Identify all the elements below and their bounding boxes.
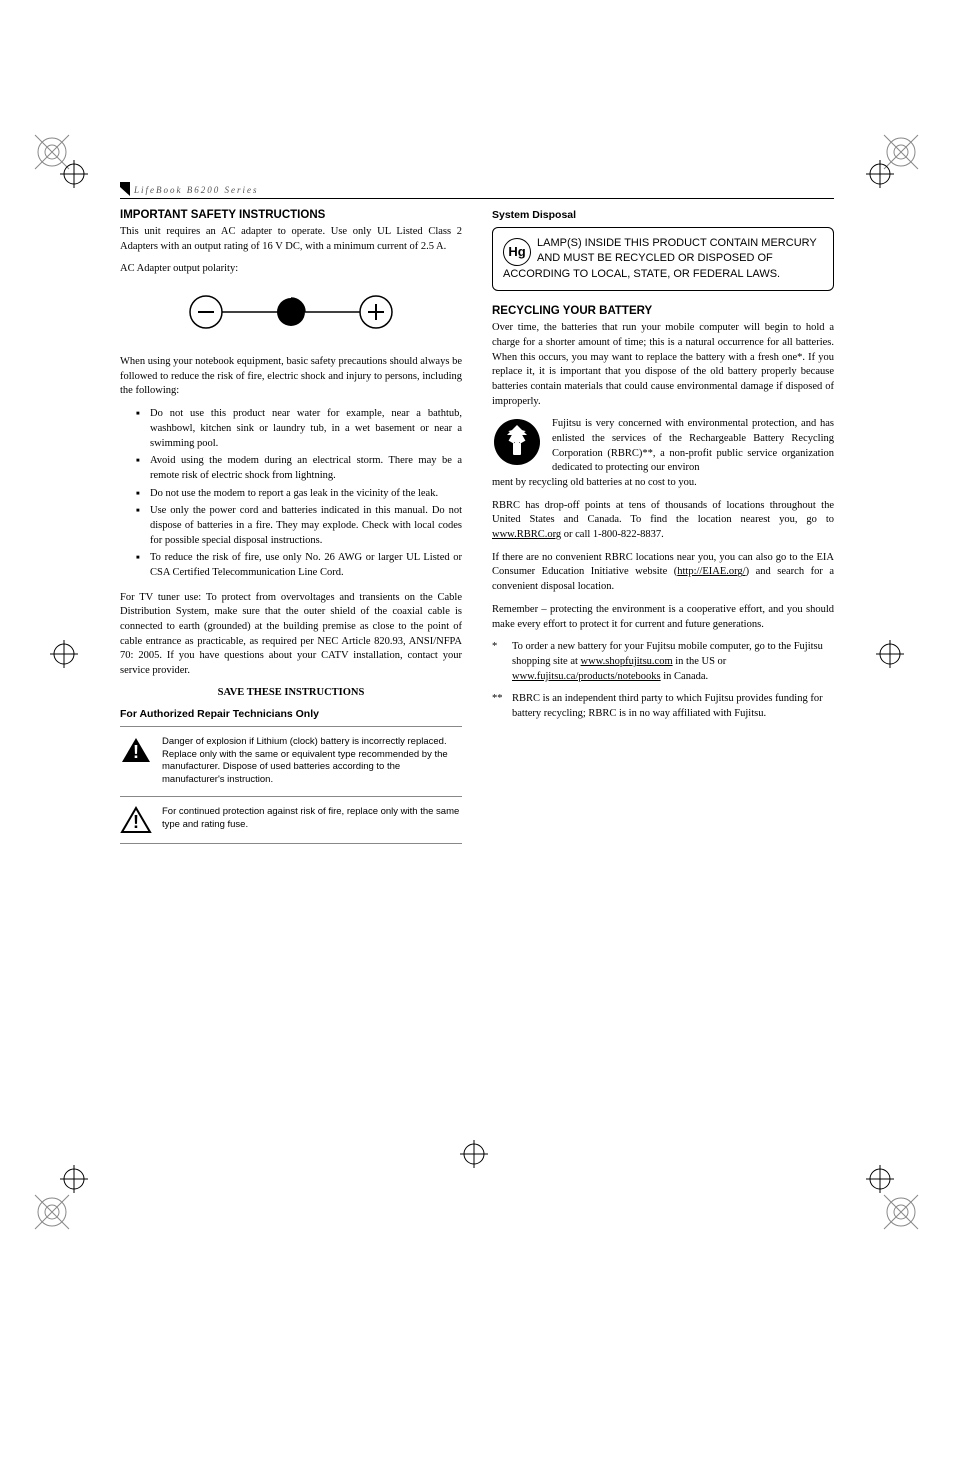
warning-text: Danger of explosion if Lithium (clock) b… (162, 736, 462, 787)
polarity-diagram-icon (181, 287, 401, 337)
safety-intro: This unit requires an AC adapter to oper… (120, 225, 462, 254)
tv-tuner-text: For TV tuner use: To protect from overvo… (120, 591, 462, 679)
save-instructions: SAVE THESE INSTRUCTIONS (120, 687, 462, 698)
polarity-label: AC Adapter output polarity: (120, 262, 462, 277)
caution-triangle-icon: ! (120, 806, 152, 834)
shopfujitsu-link[interactable]: www.shopfujitsu.com (581, 656, 673, 667)
crosshair-icon (876, 640, 904, 668)
footnote-2: ** RBRC is an independent third party to… (492, 692, 834, 721)
rbrc-link[interactable]: www.RBRC.org (492, 529, 561, 540)
crosshair-icon (866, 1165, 894, 1193)
header-marker-icon (120, 182, 130, 196)
recycle-intro: Over time, the batteries that run your m… (492, 321, 834, 409)
hg-text: LAMP(S) INSIDE THIS PRODUCT CONTAIN MERC… (503, 237, 817, 280)
svg-text:!: ! (133, 812, 139, 832)
recycle-fujitsu-text: Fujitsu is very concerned with environme… (552, 417, 834, 476)
rbrc-dropoff: RBRC has drop-off points at tens of thou… (492, 499, 834, 543)
divider (120, 843, 462, 844)
caution-triangle-icon: ! (120, 736, 152, 764)
crosshair-icon (460, 1140, 488, 1168)
footnote-marker: * (492, 640, 497, 655)
list-item: Do not use this product near water for e… (150, 407, 462, 451)
text-fragment: in the US or (673, 656, 727, 667)
precautions-intro: When using your notebook equipment, basi… (120, 355, 462, 399)
crosshair-icon (60, 160, 88, 188)
footnote-text: RBRC is an independent third party to wh… (512, 693, 823, 719)
eia-text: If there are no convenient RBRC location… (492, 551, 834, 595)
eia-link[interactable]: http://EIAE.org/ (677, 566, 745, 577)
registration-mark-icon (30, 1190, 75, 1235)
recycle-badge-section: Fujitsu is very concerned with environme… (492, 417, 834, 476)
page-columns: IMPORTANT SAFETY INSTRUCTIONS This unit … (120, 209, 834, 847)
hg-symbol: Hg (503, 238, 531, 266)
text-fragment: RBRC has drop-off points at tens of thou… (492, 500, 834, 526)
divider (120, 796, 462, 797)
safety-bullet-list: Do not use this product near water for e… (120, 407, 462, 581)
warning-box-fuse: ! For continued protection against risk … (120, 800, 462, 840)
recycle-continuation: ment by recycling old batteries at no co… (492, 476, 834, 491)
book-title: LifeBook B6200 Series (134, 185, 259, 195)
warning-text: For continued protection against risk of… (162, 806, 462, 832)
crosshair-icon (50, 640, 78, 668)
safety-heading: IMPORTANT SAFETY INSTRUCTIONS (120, 209, 462, 221)
disposal-heading: System Disposal (492, 209, 834, 221)
list-item: To reduce the risk of fire, use only No.… (150, 551, 462, 580)
mercury-disposal-box: Hg LAMP(S) INSIDE THIS PRODUCT CONTAIN M… (492, 227, 834, 291)
recycle-heading: RECYCLING YOUR BATTERY (492, 305, 834, 317)
text-fragment: in Canada. (661, 671, 709, 682)
remember-text: Remember – protecting the environment is… (492, 603, 834, 632)
list-item: Do not use the modem to report a gas lea… (150, 487, 462, 502)
warning-box-battery: ! Danger of explosion if Lithium (clock)… (120, 730, 462, 793)
registration-mark-icon (879, 1190, 924, 1235)
fujitsu-ca-link[interactable]: www.fujitsu.ca/products/notebooks (512, 671, 661, 682)
right-column: System Disposal Hg LAMP(S) INSIDE THIS P… (492, 209, 834, 847)
repair-heading: For Authorized Repair Technicians Only (120, 708, 462, 720)
footnote-1: * To order a new battery for your Fujits… (492, 640, 834, 684)
left-column: IMPORTANT SAFETY INSTRUCTIONS This unit … (120, 209, 462, 847)
header-divider (120, 198, 834, 199)
crosshair-icon (866, 160, 894, 188)
crosshair-icon (60, 1165, 88, 1193)
book-header: LifeBook B6200 Series (120, 180, 834, 198)
recycle-battery-icon (492, 417, 542, 467)
footnotes: * To order a new battery for your Fujits… (492, 640, 834, 721)
footnote-marker: ** (492, 692, 503, 707)
divider (120, 726, 462, 727)
text-fragment: or call 1-800-822-8837. (561, 529, 664, 540)
list-item: Use only the power cord and batteries in… (150, 504, 462, 548)
svg-text:!: ! (133, 742, 139, 762)
list-item: Avoid using the modem during an electric… (150, 454, 462, 483)
